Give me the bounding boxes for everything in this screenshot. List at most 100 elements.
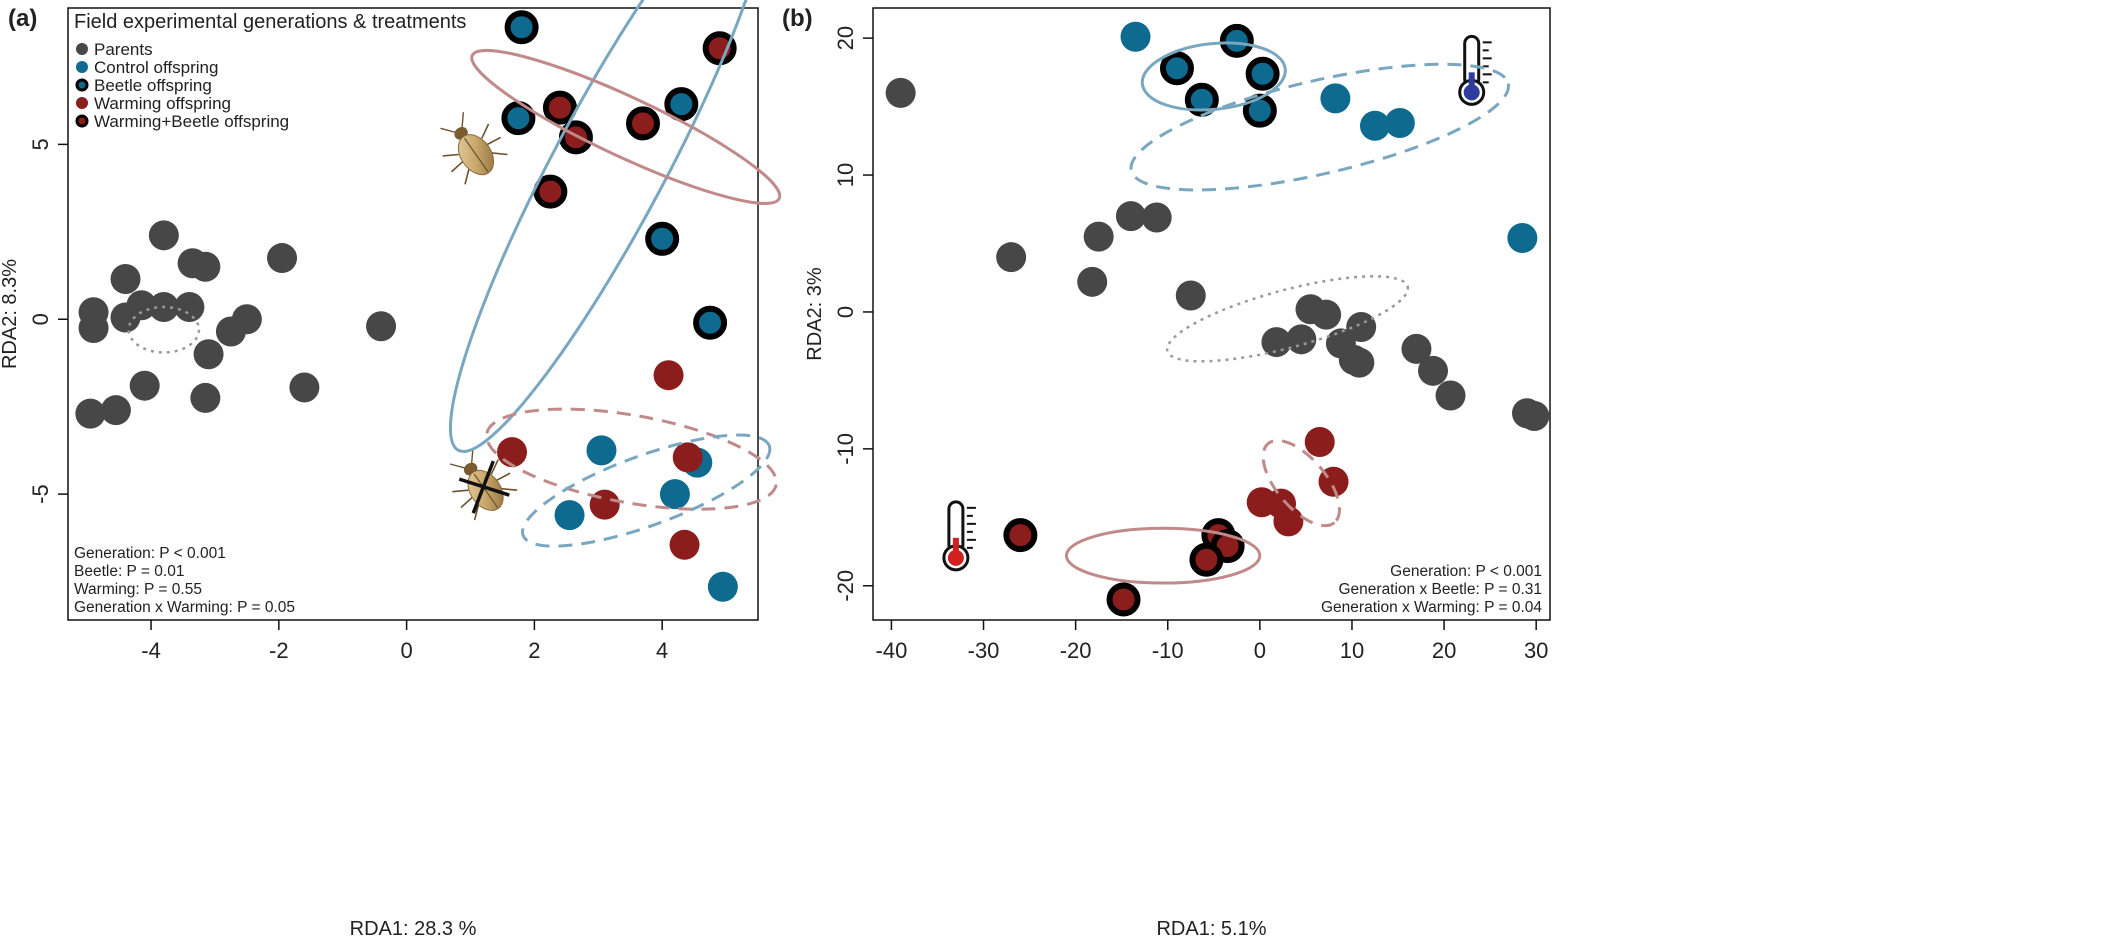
stats-line: Beetle: P = 0.01	[74, 563, 184, 580]
x-tick-label: 2	[528, 638, 540, 663]
point-parents	[215, 316, 246, 347]
point-parents	[1261, 327, 1292, 358]
no-beetle-icon	[449, 447, 518, 521]
point-parents	[190, 382, 221, 413]
y-tick-label: 0	[833, 306, 858, 318]
stats-line: Generation x Beetle: P = 0.31	[1338, 581, 1542, 598]
stats-line: Generation: P < 0.001	[1390, 563, 1542, 580]
thermometer-bulb	[947, 549, 964, 566]
point-parents	[193, 339, 224, 370]
x-tick-label: 20	[1432, 638, 1456, 663]
ellipse-parents-dotted	[1165, 275, 1410, 363]
x-tick-label: 4	[656, 638, 668, 663]
point-parents	[75, 398, 106, 429]
stats-line: Generation: P < 0.001	[74, 545, 226, 562]
point-warmingbeetle	[1106, 582, 1141, 617]
beetle-leg	[495, 472, 511, 482]
point-beetle	[1219, 23, 1254, 58]
point-parents	[1115, 201, 1146, 232]
point-parents	[996, 242, 1027, 273]
thermometer-cold-icon	[1458, 34, 1492, 106]
x-tick-label: 30	[1524, 638, 1548, 663]
legend-swatch-warming	[76, 97, 88, 109]
beetle-leg	[452, 489, 469, 493]
beetle-leg	[442, 153, 459, 157]
x-tick-label: -20	[1060, 638, 1092, 663]
point-parents	[885, 77, 916, 108]
point-parents	[1346, 312, 1377, 343]
ellipse-parents-dotted	[127, 305, 201, 354]
point-parents	[1311, 299, 1342, 330]
y-tick-label: -10	[833, 433, 858, 465]
point-parents	[110, 302, 141, 333]
point-parents	[1286, 324, 1317, 355]
point-control	[707, 571, 738, 602]
x-tick-label: -40	[876, 638, 908, 663]
point-beetle	[1184, 82, 1219, 117]
point-warmingbeetle	[1189, 542, 1224, 577]
thermometer-level	[1468, 72, 1475, 91]
point-control	[1120, 21, 1151, 52]
legend-swatch-warmingbeetle	[75, 114, 89, 128]
point-parents	[1519, 401, 1550, 431]
point-beetle	[1159, 51, 1194, 86]
point-parents	[1175, 280, 1206, 311]
point-warming	[589, 489, 620, 520]
point-parents	[1418, 355, 1449, 386]
x-axis-title: RDA1: 28.3 %	[350, 918, 477, 938]
x-tick-label: 0	[400, 638, 412, 663]
panel-label: (a)	[8, 5, 37, 32]
legend-label: Warming offspring	[94, 94, 231, 113]
point-parents	[190, 251, 221, 282]
point-parents	[129, 370, 160, 401]
y-tick-label: 5	[28, 138, 53, 150]
y-tick-label: -5	[28, 484, 53, 504]
point-warmingbeetle	[542, 90, 577, 125]
point-control	[554, 500, 585, 531]
x-tick-label: -4	[141, 638, 161, 663]
point-parents	[366, 311, 397, 342]
plot-frame	[67, 7, 759, 621]
legend: Field experimental generations & treatme…	[74, 11, 466, 131]
point-parents	[289, 372, 320, 403]
beetle-leg	[460, 496, 474, 509]
x-tick-label: -2	[269, 638, 289, 663]
beetle-antenna	[440, 127, 456, 134]
point-control	[1507, 223, 1538, 254]
point-warmingbeetle	[1003, 518, 1038, 553]
thermometer-level	[952, 537, 959, 556]
beetle-leg	[450, 160, 464, 173]
beetle-wing-seam	[464, 137, 489, 173]
beetle-wing-seam	[473, 473, 499, 508]
point-warming	[669, 529, 700, 560]
ellipse-warming-solid	[1064, 526, 1262, 585]
point-warming	[672, 442, 703, 473]
beetle-icon	[440, 112, 508, 185]
ellipse-control-solid	[448, 0, 771, 453]
y-tick-label: 10	[833, 163, 858, 187]
point-control	[1320, 83, 1351, 114]
point-warming	[653, 360, 684, 391]
legend-title: Field experimental generations & treatme…	[74, 11, 466, 33]
point-warmingbeetle	[533, 174, 568, 209]
panel-label: (b)	[782, 5, 813, 32]
x-axis-title: RDA1: 5.1%	[1156, 918, 1266, 938]
legend-label: Beetle offspring	[94, 76, 212, 95]
stats-line: Generation x Warming: P = 0.04	[1321, 599, 1542, 616]
point-parents	[148, 220, 179, 251]
y-axis-title: RDA2: 3%	[804, 267, 826, 361]
point-warming	[1273, 506, 1304, 537]
point-beetle	[645, 221, 680, 256]
y-tick-label: 0	[28, 313, 53, 325]
point-beetle	[664, 87, 699, 122]
panel-b-chart: (b) -40 -30 -20 -10 0 10 20 30 -20 -10 0 10 20 RDA1: 5…	[782, 5, 1551, 938]
point-control	[1359, 110, 1390, 141]
point-parents	[267, 243, 298, 274]
point-parents	[1077, 266, 1108, 297]
point-parents	[1141, 202, 1172, 233]
beetle-leg	[490, 459, 499, 475]
point-parents	[174, 292, 205, 323]
thermometer-hot-icon	[942, 500, 976, 572]
x-tick-label: 0	[1254, 638, 1266, 663]
